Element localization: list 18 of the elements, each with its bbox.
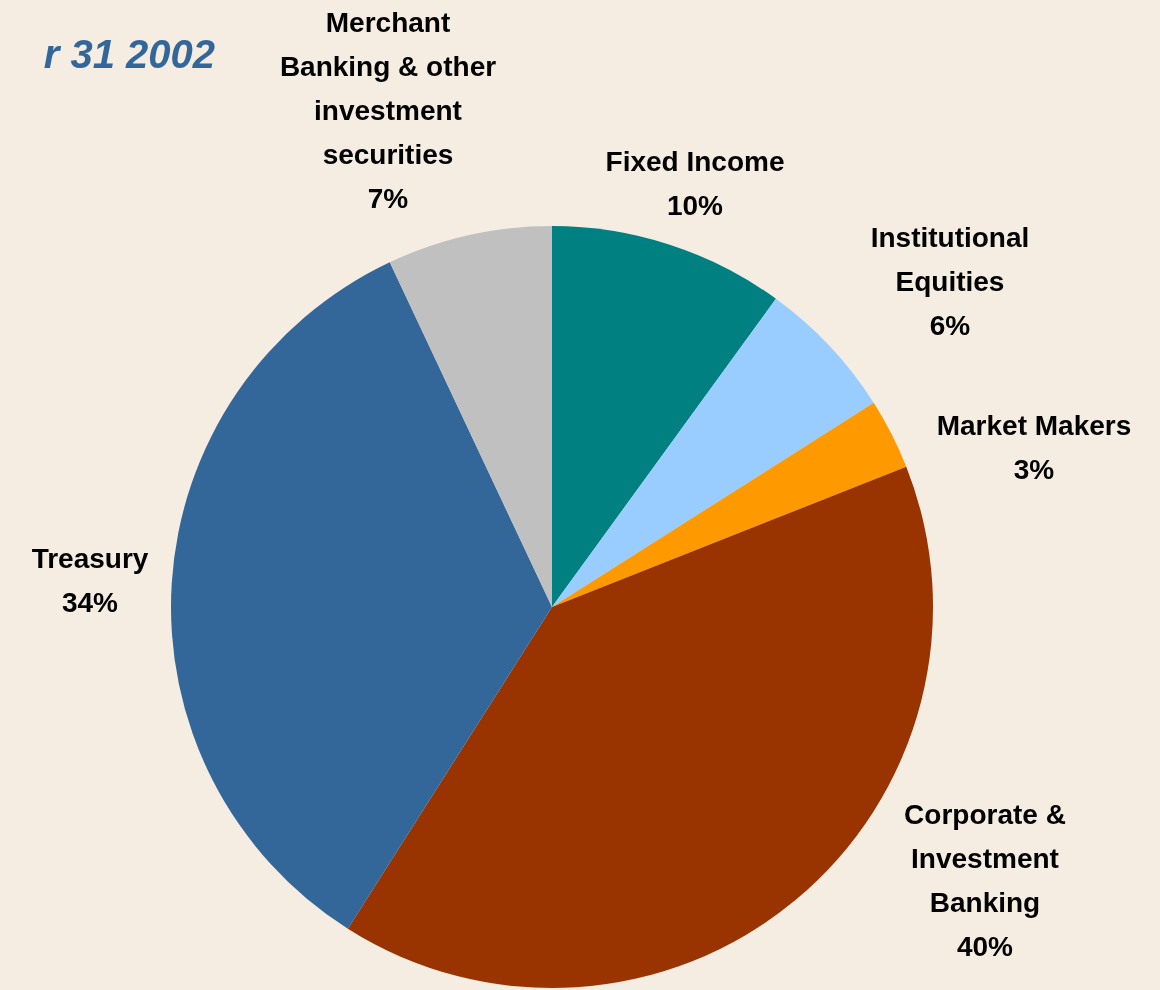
slice-label: Institutional Equities xyxy=(870,221,1030,297)
data-label: 34% xyxy=(61,586,119,618)
data-label: 10% xyxy=(666,189,724,221)
slice-label: Corporate & Investment Banking xyxy=(904,798,1066,918)
pie-slice xyxy=(552,298,874,607)
pie-slice xyxy=(552,402,907,607)
data-label: 40% xyxy=(956,930,1014,962)
pie-slice xyxy=(171,262,552,929)
slice-label: Fixed Income xyxy=(605,145,785,177)
data-label: 7% xyxy=(367,182,409,214)
slice-label: Treasury xyxy=(31,542,149,574)
text: r 31 2002 xyxy=(43,32,215,76)
pie-slice xyxy=(552,226,776,607)
pie-slice xyxy=(389,226,552,607)
data-label: 6% xyxy=(929,309,971,341)
slice-label: Merchant Banking & other investment securities xyxy=(279,6,497,170)
slice-label: Market Makers xyxy=(936,409,1132,441)
data-label: 3% xyxy=(1013,453,1055,485)
